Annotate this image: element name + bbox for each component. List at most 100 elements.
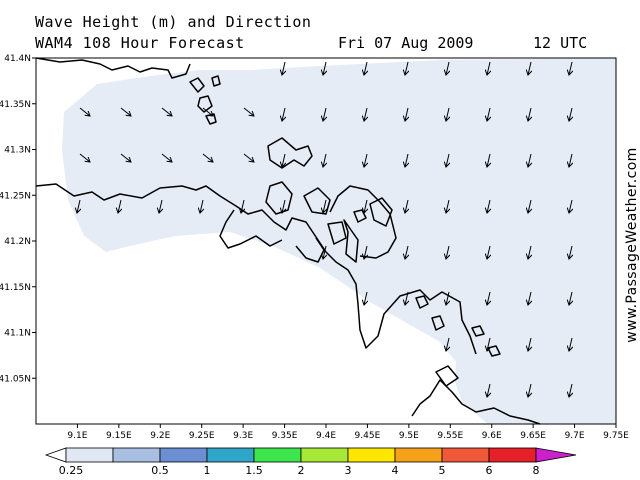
lon-tick-label: 9.65E (520, 431, 546, 441)
latitude-axis: 41.4N 41.35N 41.3N 41.25N 41.2N 41.15N 41.1N 41… (0, 54, 36, 384)
legend-label: 5 (439, 464, 446, 477)
lon-tick-label: 9.55E (437, 431, 463, 441)
lon-tick-label: 9.15E (106, 431, 132, 441)
wave-arrow (243, 153, 254, 162)
wave-arrow (282, 61, 285, 75)
wave-arrow (487, 383, 490, 397)
lat-tick-label: 41.4N (4, 54, 31, 64)
wave-arrow (120, 107, 131, 116)
legend-color-box (347, 447, 396, 463)
legend-label: 3 (345, 464, 352, 477)
legend-color-box (112, 447, 161, 463)
map-title: Wave Height (m) and Direction (35, 13, 312, 31)
wave-arrow (364, 291, 367, 305)
legend-max-triangle (535, 447, 577, 463)
wave-arrow (282, 199, 285, 213)
wave-arrow (446, 291, 449, 305)
wave-arrow (528, 383, 531, 397)
lon-tick-label: 9.3E (233, 431, 253, 441)
legend-color-box (488, 447, 537, 463)
wave-arrow (569, 153, 572, 167)
lon-tick-label: 9.5E (399, 431, 419, 441)
wave-arrow (569, 107, 572, 121)
wave-arrow (405, 61, 408, 75)
wave-arrow (79, 153, 90, 162)
longitude-axis: 9.1E 9.15E 9.2E 9.25E 9.3E 9.35E 9.4E 9.45E 9.5E… (67, 424, 629, 441)
wave-arrow (202, 107, 213, 116)
wave-arrow (323, 199, 326, 213)
wave-arrow (323, 153, 326, 167)
wave-arrow (487, 337, 490, 351)
wave-arrow (282, 107, 285, 121)
legend-color-box (206, 447, 255, 463)
wave-arrow (446, 199, 449, 213)
wave-arrow (487, 245, 490, 259)
wave-arrow (487, 153, 490, 167)
lon-tick-label: 9.1E (67, 431, 87, 441)
legend-label: 0.5 (151, 464, 169, 477)
lat-tick-label: 41.1N (4, 329, 31, 339)
legend-color-box (300, 447, 349, 463)
model-forecast-label: WAM4 108 Hour Forecast (35, 34, 245, 52)
lon-tick-label: 9.35E (272, 431, 298, 441)
wave-arrow (569, 337, 572, 351)
lat-tick-label: 41.3N (4, 146, 31, 156)
wave-direction-arrows (77, 61, 572, 397)
lat-tick-label: 41.35N (0, 100, 31, 110)
wave-arrow (323, 107, 326, 121)
wave-arrow (446, 107, 449, 121)
wave-map: 41.4N 41.35N 41.3N 41.25N 41.2N 41.15N 41.1N 41… (0, 54, 629, 441)
legend-color-box (441, 447, 490, 463)
legend-min-triangle (44, 447, 67, 463)
wave-height-legend: 0.25 0.5 1 1.5 2 3 4 5 6 8 (44, 447, 577, 477)
wave-arrow (243, 107, 254, 116)
wave-arrow (323, 61, 326, 75)
wave-arrow (161, 153, 172, 162)
legend-label: 1.5 (245, 464, 263, 477)
wave-arrow (77, 199, 80, 213)
wave-arrow (200, 199, 203, 213)
wave-arrow (241, 199, 244, 213)
wave-arrow (405, 153, 408, 167)
wave-arrow (446, 337, 449, 351)
wave-arrow (202, 153, 213, 162)
wave-arrow (159, 199, 162, 213)
legend-label: 1 (204, 464, 211, 477)
lon-tick-label: 9.45E (355, 431, 381, 441)
wave-arrow (528, 291, 531, 305)
lat-tick-label: 41.15N (0, 283, 31, 293)
wave-arrow (528, 245, 531, 259)
wave-arrow (446, 245, 449, 259)
wave-arrow (405, 199, 408, 213)
wave-arrow (364, 153, 367, 167)
wave-arrow (528, 61, 531, 75)
wave-arrow (118, 199, 121, 213)
wave-arrow (79, 107, 90, 116)
wave-arrow (569, 245, 572, 259)
lat-tick-label: 41.2N (4, 237, 31, 247)
wave-arrow (405, 245, 408, 259)
wave-arrow (528, 337, 531, 351)
wave-arrow (528, 107, 531, 121)
wave-arrow (446, 61, 449, 75)
lon-tick-label: 9.25E (189, 431, 215, 441)
legend-color-box (253, 447, 302, 463)
wave-arrow (487, 199, 490, 213)
wave-arrow (364, 199, 367, 213)
legend-label: 4 (392, 464, 399, 477)
wave-arrow (487, 107, 490, 121)
wave-arrow (323, 245, 326, 259)
legend-label: 2 (298, 464, 305, 477)
wave-arrow (528, 153, 531, 167)
wave-arrow (364, 61, 367, 75)
wave-arrow (528, 199, 531, 213)
wave-arrow (364, 245, 367, 259)
lon-tick-label: 9.6E (482, 431, 502, 441)
legend-label: 0.25 (59, 464, 84, 477)
legend-label: 6 (486, 464, 493, 477)
lon-tick-label: 9.7E (565, 431, 585, 441)
legend-color-box (65, 447, 114, 463)
wave-arrow (405, 291, 408, 305)
wave-arrow (487, 61, 490, 75)
lat-tick-label: 41.05N (0, 374, 31, 384)
